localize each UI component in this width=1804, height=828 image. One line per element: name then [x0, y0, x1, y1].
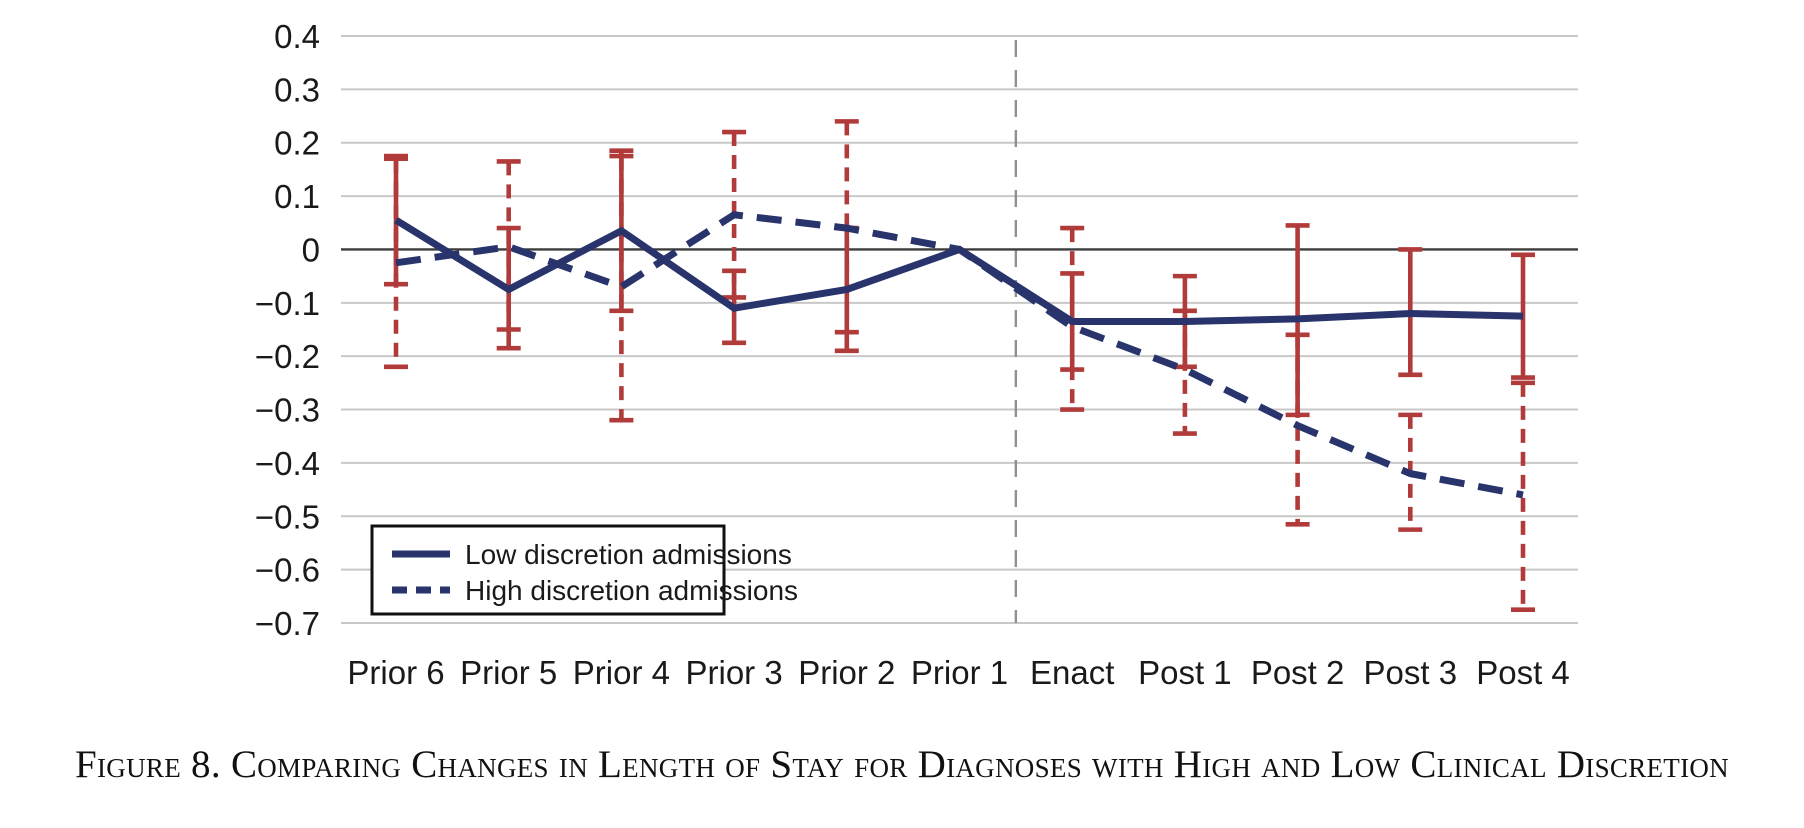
- x-tick-label: Prior 5: [460, 654, 557, 691]
- y-tick-label: 0.1: [274, 178, 320, 215]
- x-tick-label: Prior 1: [911, 654, 1008, 691]
- error-bar: [1060, 225, 1085, 412]
- y-tick-label: 0: [302, 231, 320, 268]
- legend-label: High discretion admissions: [465, 575, 798, 606]
- x-tick-label: Prior 4: [573, 654, 670, 691]
- x-tick-label: Post 2: [1251, 654, 1345, 691]
- y-tick-label: −0.5: [255, 498, 320, 535]
- x-tick-label: Enact: [1030, 654, 1114, 691]
- y-axis-labels: 0.4 0.3 0.2 0.1 0 −0.1 −0.2 −0.3 −0.4 −0.5 −0.6 −0.…: [255, 18, 320, 642]
- x-tick-label: Prior 6: [347, 654, 444, 691]
- y-tick-label: −0.2: [255, 338, 320, 375]
- legend-label: Low discretion admissions: [465, 539, 792, 570]
- x-tick-label: Prior 2: [798, 654, 895, 691]
- y-tick-label: −0.3: [255, 392, 320, 429]
- y-tick-label: 0.3: [274, 71, 320, 108]
- y-tick-label: 0.4: [274, 18, 320, 55]
- x-tick-label: Post 1: [1138, 654, 1232, 691]
- legend: Low discretion admissions High discretion…: [370, 524, 798, 616]
- x-tick-label: Prior 3: [685, 654, 782, 691]
- y-tick-label: −0.1: [255, 285, 320, 322]
- y-tick-label: 0.2: [274, 125, 320, 162]
- y-tick-label: −0.6: [255, 552, 320, 589]
- los-event-study-chart: 0.4 0.3 0.2 0.1 0 −0.1 −0.2 −0.3 −0.4 −0.5 −0.6 −0.…: [255, 18, 1578, 691]
- series-line-low-discretion: [394, 217, 1524, 325]
- error-bar: [1511, 380, 1535, 612]
- y-tick-label: −0.4: [255, 445, 320, 482]
- x-axis-labels: Prior 6 Prior 5 Prior 4 Prior 3 Prior 2 Prior…: [347, 654, 1569, 691]
- y-tick-label: −0.7: [255, 605, 320, 642]
- x-tick-label: Post 4: [1476, 654, 1570, 691]
- figure-caption: Figure 8. Comparing Changes in Length of…: [75, 743, 1729, 786]
- x-tick-label: Post 3: [1364, 654, 1458, 691]
- legend-box: [370, 524, 726, 616]
- gridlines: [341, 35, 1578, 624]
